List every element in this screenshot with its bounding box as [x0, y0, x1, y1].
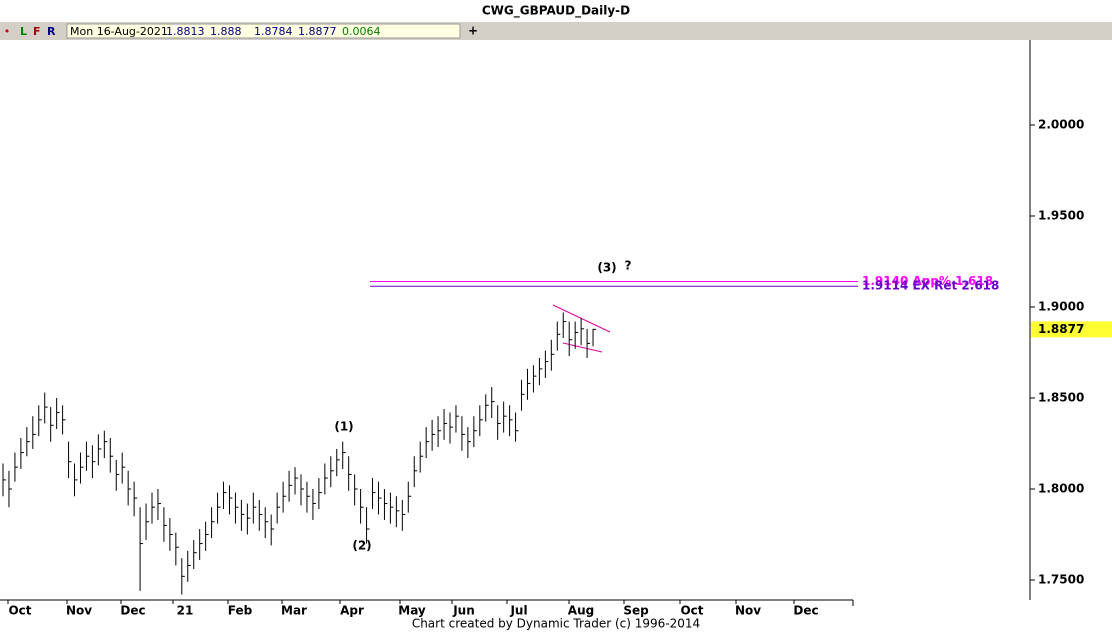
- x-tick-label: Dec: [120, 604, 145, 618]
- x-tick-label: Jun: [452, 604, 475, 618]
- toolbar-button[interactable]: L: [20, 25, 27, 38]
- toolbar-button[interactable]: F: [33, 25, 41, 38]
- footer: Chart created by Dynamic Trader (c) 1996…: [412, 617, 700, 631]
- x-tick-label: Aug: [568, 604, 594, 618]
- y-tick-label: 1.9500: [1038, 208, 1084, 222]
- info-close: 1.8877: [298, 25, 337, 38]
- y-tick-label: 1.9000: [1038, 299, 1084, 313]
- info-box: [66, 23, 461, 39]
- x-tick-label: Jul: [509, 604, 527, 618]
- toolbar-button[interactable]: R: [47, 25, 56, 38]
- wave-label: (2): [352, 539, 371, 553]
- x-tick-label: Nov: [735, 604, 761, 618]
- info-change: 0.0064: [342, 25, 381, 38]
- info-open: 1.8813: [166, 25, 205, 38]
- x-tick-label: Apr: [340, 604, 364, 618]
- y-tick-label: 1.8000: [1038, 481, 1084, 495]
- x-tick-label: Oct: [680, 604, 703, 618]
- x-tick-label: Dec: [793, 604, 818, 618]
- chart-title: CWG_GBPAUD_Daily-D: [482, 4, 630, 19]
- x-tick-label: May: [398, 604, 426, 618]
- level-label: 1.9114 EX Ret 2.618: [862, 279, 999, 293]
- info-high: 1.888: [210, 25, 242, 38]
- x-tick-label: Feb: [228, 604, 253, 618]
- last-price-label: 1.8877: [1038, 322, 1084, 336]
- info-date: Mon 16-Aug-2021: [70, 25, 168, 38]
- add-button[interactable]: +: [468, 24, 478, 38]
- title-bar: [0, 0, 1112, 20]
- x-tick-label: 21: [177, 604, 194, 618]
- y-tick-label: 1.7500: [1038, 572, 1084, 586]
- x-tick-label: Oct: [8, 604, 31, 618]
- x-tick-label: Sep: [623, 604, 649, 618]
- wave-label: (1): [334, 420, 353, 434]
- x-tick-label: Nov: [66, 604, 92, 618]
- last-price-box: [1031, 321, 1112, 338]
- y-tick-label: 2.0000: [1038, 117, 1084, 131]
- info-low: 1.8784: [254, 25, 293, 38]
- wave-label: ?: [625, 259, 632, 273]
- y-tick-label: 1.8500: [1038, 390, 1084, 404]
- level-label: 1.9140 App% 1.618: [862, 274, 993, 288]
- x-tick-label: Mar: [281, 604, 307, 618]
- wave-label: (3): [597, 261, 616, 275]
- toolbar-dot: •: [4, 25, 11, 38]
